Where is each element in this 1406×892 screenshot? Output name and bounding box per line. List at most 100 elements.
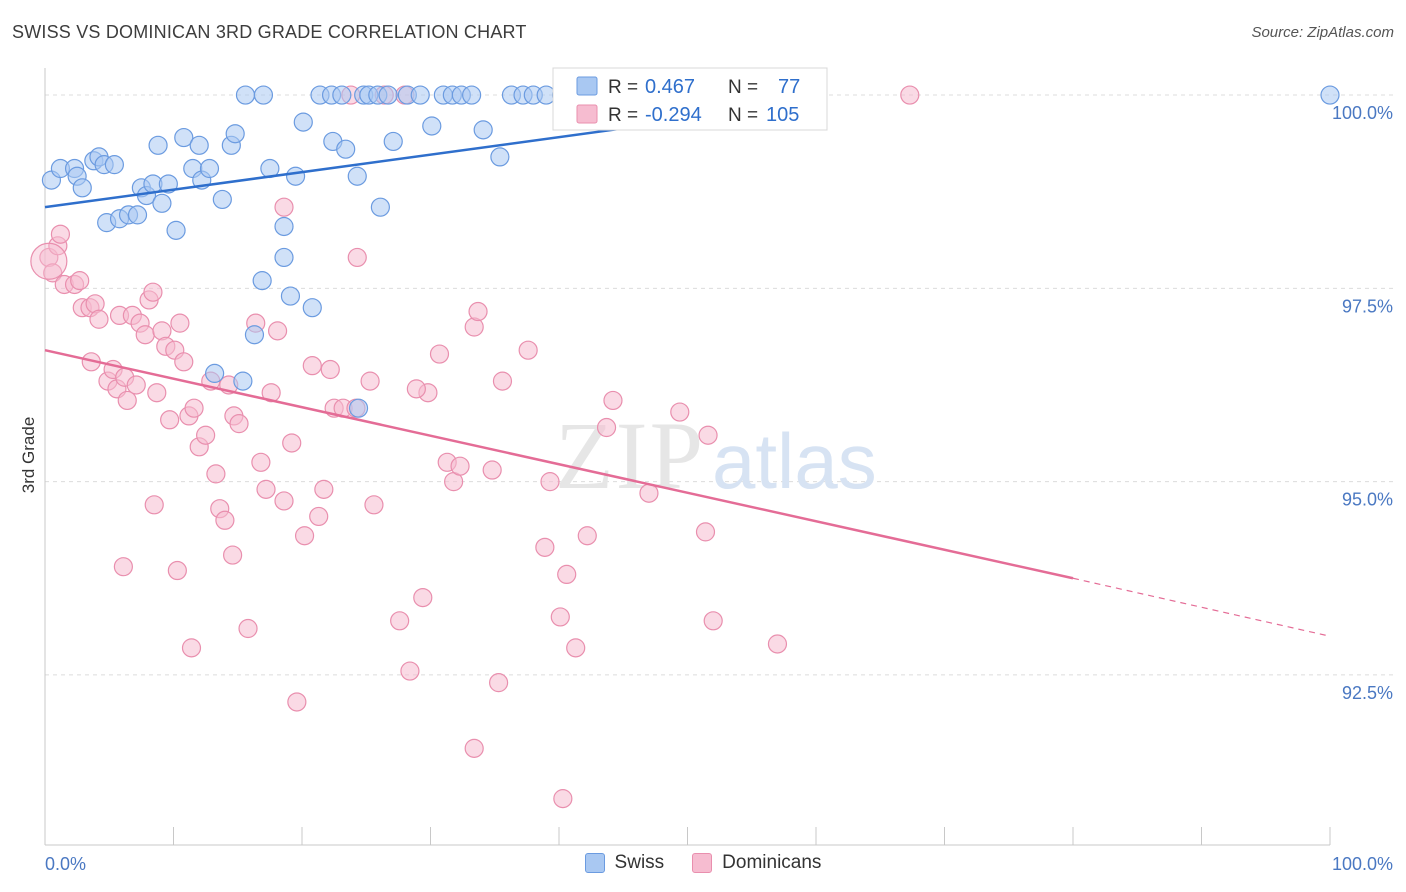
swiss-point (158, 174, 178, 194)
swiss-point (274, 247, 294, 268)
dominicans-point (347, 247, 367, 268)
swiss-point (422, 116, 442, 136)
legend-label-dominicans: Dominicans (722, 852, 822, 873)
swiss-point (127, 205, 148, 225)
dominicans-point (429, 344, 450, 364)
swiss-point (462, 85, 482, 105)
swiss-point (378, 85, 398, 105)
dominicans-point (223, 545, 243, 565)
dominicans-swatch (692, 853, 713, 873)
dominicans-point (274, 197, 294, 217)
dominicans-point (703, 611, 723, 631)
tick-labels: 92.5% 95.0% 97.5% 100.0% 0.0% 100.0% (45, 103, 1393, 874)
dominicans-point (413, 587, 433, 608)
dominicans-point (89, 309, 109, 329)
swiss-point (235, 85, 256, 105)
swiss-point (274, 216, 294, 237)
swiss-n-label: N = (728, 77, 758, 98)
dominicans-point (117, 390, 137, 411)
dominicans-point (167, 560, 187, 581)
dominicans-n-value: 105 (766, 104, 799, 126)
swiss-n-value: 77 (778, 76, 800, 98)
dominicans-point (309, 506, 329, 527)
watermark: ZIP atlas (555, 402, 877, 509)
dominicans-point (360, 371, 380, 391)
dominicans-point (147, 383, 167, 403)
swiss-point (347, 166, 367, 186)
dominicans-point (144, 495, 164, 515)
swiss-point (166, 220, 186, 240)
swiss-point (199, 158, 220, 179)
y-tick-label: 97.5% (1342, 296, 1393, 316)
dominicans-point (364, 495, 384, 515)
legend-item-swiss[interactable]: Swiss (584, 852, 664, 874)
dominicans-point (577, 526, 597, 546)
dominicans-point (70, 271, 90, 291)
dominicans-point (196, 425, 216, 445)
dominicans-point (215, 510, 235, 530)
legend-item-dominicans[interactable]: Dominicans (692, 852, 821, 874)
x-tick-label-max: 100.0% (1332, 854, 1393, 874)
swiss-point (280, 286, 301, 306)
dominicans-r-value: -0.294 (645, 104, 702, 126)
dominicans-point (314, 479, 334, 499)
swiss-point (148, 135, 168, 155)
swiss-point (212, 189, 232, 210)
dominicans-point (261, 383, 281, 403)
dominicans-point (900, 85, 920, 105)
dominicans-point (468, 301, 488, 322)
dominicans-cluster-point (30, 242, 68, 280)
dominicans-point (464, 738, 484, 758)
dominicans-point (143, 282, 163, 302)
swiss-point (104, 155, 124, 175)
swiss-legend-swatch (576, 76, 598, 96)
dominicans-point (302, 356, 322, 376)
swiss-point (410, 85, 430, 105)
swiss-point (285, 166, 306, 186)
dominicans-point (274, 491, 294, 511)
swiss-point (383, 131, 403, 152)
dominicans-n-label: N = (728, 105, 758, 126)
dominicans-point (553, 789, 573, 809)
dominicans-point (518, 340, 538, 360)
dominicans-point (390, 611, 410, 631)
axes (44, 68, 1331, 846)
swiss-r-value: 0.467 (645, 76, 695, 98)
swiss-r-label: R = (608, 77, 638, 98)
swiss-point (490, 147, 510, 167)
watermark-atlas: atlas (712, 417, 877, 505)
swiss-point (370, 197, 390, 217)
swiss-point (189, 135, 209, 155)
dominicans-point (603, 390, 623, 411)
dominicans-point (596, 417, 617, 438)
dominicans-point (767, 634, 788, 654)
dominicans-point (174, 352, 194, 372)
swiss-point (233, 371, 253, 391)
swiss-point (348, 398, 369, 418)
dominicans-point (698, 425, 718, 445)
swiss-point (473, 120, 493, 140)
dominicans-point (238, 618, 258, 639)
swiss-point (174, 127, 194, 148)
stats-legend-box (552, 67, 828, 131)
swiss-points (41, 85, 1340, 418)
dominicans-point (489, 673, 509, 693)
swiss-point (72, 178, 92, 198)
dominicans-point (550, 607, 570, 627)
dominicans-point (251, 452, 271, 472)
source-credit: Source: ZipAtlas.com (1251, 24, 1394, 41)
dominicans-trend-line (44, 348, 1074, 580)
dominicans-point (695, 522, 716, 542)
dominicans-point (267, 321, 288, 341)
x-tick-label-min: 0.0% (45, 854, 86, 874)
swiss-point (152, 193, 172, 213)
dominicans-point (287, 692, 307, 712)
dominicans-point (406, 379, 426, 399)
dominicans-point (450, 456, 470, 476)
dominicans-point (557, 564, 577, 585)
dominicans-point (135, 325, 155, 345)
dominicans-point (294, 526, 315, 546)
bottom-legend: Swiss Dominicans (0, 852, 1406, 874)
swiss-point (293, 112, 313, 132)
